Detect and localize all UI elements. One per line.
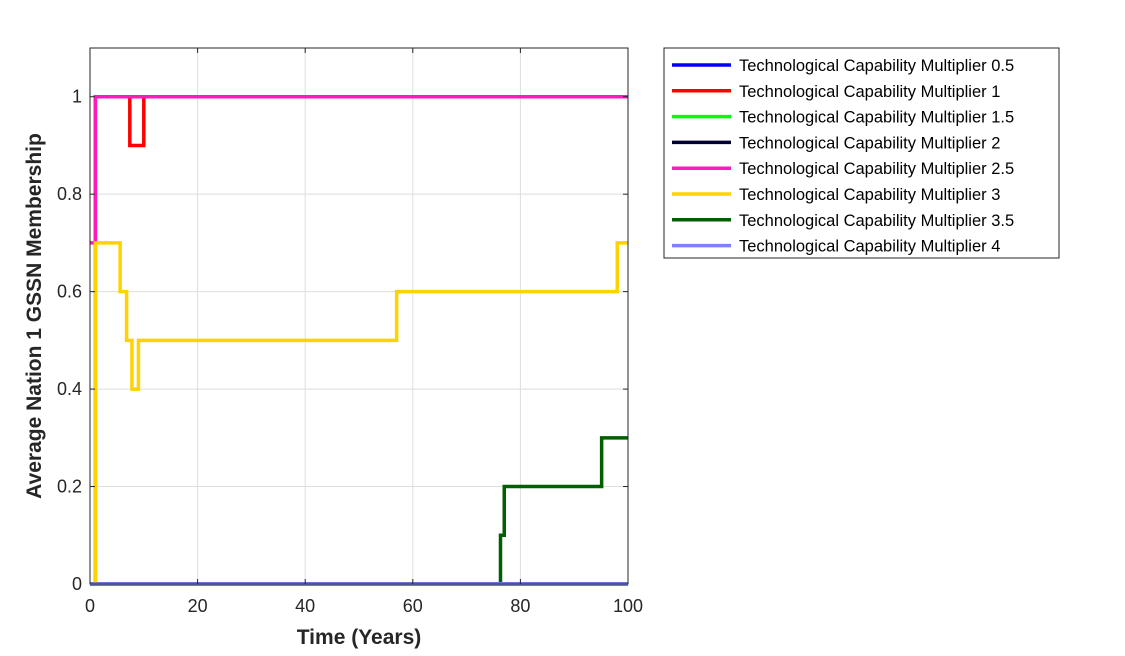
- y-tick-label: 0.6: [57, 282, 82, 302]
- x-tick-label: 80: [510, 596, 530, 616]
- y-axis-title: Average Nation 1 GSSN Membership: [23, 133, 46, 499]
- y-tick-label: 0.8: [57, 184, 82, 204]
- series-line-7: [90, 436, 628, 586]
- legend-label-1: Technological Capability Multiplier 0.5: [739, 57, 1014, 75]
- x-tick-label: 40: [295, 596, 315, 616]
- axis-ticks: 0 20 40 60 80 100 0 0.2 0.4 0.6 0.8 1: [57, 48, 643, 616]
- legend-label-3: Technological Capability Multiplier 1.5: [739, 109, 1014, 127]
- legend-label-4: Technological Capability Multiplier 2: [739, 134, 1000, 152]
- legend-label-5: Technological Capability Multiplier 2.5: [739, 160, 1014, 178]
- y-tick-label: 0.4: [57, 379, 82, 399]
- x-tick-label: 100: [613, 596, 643, 616]
- plot-frame: [89, 47, 629, 585]
- x-tick-label: 0: [85, 596, 95, 616]
- legend-label-6: Technological Capability Multiplier 3: [739, 186, 1000, 204]
- y-tick-label: 0.2: [57, 477, 82, 497]
- legend-label-8: Technological Capability Multiplier 4: [739, 238, 1000, 256]
- legend-label-7: Technological Capability Multiplier 3.5: [739, 212, 1014, 230]
- x-tick-label: 60: [403, 596, 423, 616]
- series-line-5: [90, 94, 628, 245]
- x-axis-title: Time (Years): [297, 626, 422, 649]
- x-tick-label: 20: [188, 596, 208, 616]
- legend-box: [663, 47, 1060, 259]
- legend-label-2: Technological Capability Multiplier 1: [739, 83, 1000, 101]
- plot-background: [90, 48, 628, 584]
- y-tick-label: 0: [72, 574, 82, 594]
- legend: Technological Capability Multiplier 0.5 T…: [663, 47, 1060, 259]
- y-tick-label: 1: [72, 87, 82, 107]
- series-line-6: [93, 241, 628, 584]
